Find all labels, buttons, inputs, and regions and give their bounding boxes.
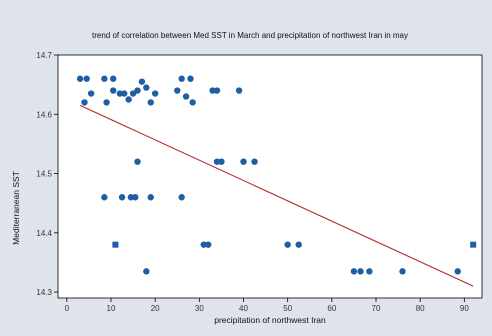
x-tick-label: 50	[283, 304, 292, 313]
x-tick-label: 60	[327, 304, 336, 313]
data-point	[182, 93, 190, 100]
data-point	[454, 268, 461, 275]
data-point	[200, 241, 207, 248]
x-axis-ticks: 0 10 20 30 40 50 60 70 80 90	[65, 298, 469, 313]
data-point	[240, 158, 247, 165]
data-point	[251, 158, 258, 165]
data-point	[366, 268, 373, 275]
data-point	[178, 75, 185, 82]
y-tick-label: 14.7	[36, 51, 52, 60]
data-point	[189, 99, 196, 106]
x-tick-label: 80	[416, 304, 425, 313]
x-tick-label: 40	[239, 304, 248, 313]
data-point	[83, 75, 90, 82]
data-point	[357, 268, 364, 275]
data-point	[132, 194, 139, 201]
data-point	[209, 87, 216, 94]
data-point	[121, 90, 128, 97]
data-point	[101, 194, 108, 201]
y-tick-label: 14.6	[36, 110, 52, 119]
plot-frame	[57, 54, 483, 299]
data-point	[110, 87, 117, 94]
data-point	[118, 194, 126, 201]
regression-fit-line	[79, 104, 474, 287]
data-point	[81, 99, 88, 106]
x-tick-label: 30	[195, 304, 204, 313]
data-point	[101, 75, 108, 82]
data-point	[174, 87, 181, 94]
data-point	[187, 75, 194, 82]
data-point	[178, 194, 185, 201]
x-tick-label: 90	[460, 304, 469, 313]
data-point	[213, 87, 221, 94]
y-tick-label: 14.5	[36, 170, 52, 179]
data-point	[134, 158, 141, 165]
data-point	[138, 78, 146, 85]
data-point	[295, 241, 302, 248]
x-tick-label: 10	[107, 304, 116, 313]
data-point	[470, 241, 477, 248]
data-point	[213, 158, 221, 165]
x-tick-label: 70	[372, 304, 381, 313]
data-point	[103, 99, 110, 106]
data-point	[134, 87, 141, 94]
data-point	[147, 194, 154, 201]
scatter-points	[76, 75, 477, 275]
y-tick-label: 14.4	[36, 229, 52, 238]
data-point	[235, 87, 243, 94]
data-point	[147, 99, 154, 106]
data-point	[151, 90, 159, 97]
data-point	[125, 96, 132, 103]
chart-title: trend of correlation between Med SST in …	[92, 31, 408, 40]
data-point	[284, 241, 291, 248]
data-point	[116, 90, 124, 97]
data-point	[399, 268, 406, 275]
data-point	[204, 241, 212, 248]
x-tick-label: 0	[65, 304, 70, 313]
fit-line-layer	[79, 104, 474, 287]
data-point	[76, 75, 84, 82]
data-point	[218, 158, 225, 165]
data-point	[87, 90, 95, 97]
data-point	[127, 194, 135, 201]
data-point	[350, 268, 358, 275]
y-tick-label: 14.3	[36, 288, 52, 297]
data-point	[143, 268, 150, 275]
x-tick-label: 20	[151, 304, 160, 313]
x-axis-title: precipitation of northwest Iran	[214, 315, 326, 325]
data-point	[112, 241, 119, 248]
data-point	[143, 84, 150, 91]
y-axis-title: Mediterranean SST	[11, 171, 21, 245]
data-point	[110, 75, 117, 82]
y-axis-ticks: 14.3 14.4 14.5 14.6 14.7	[36, 51, 58, 297]
